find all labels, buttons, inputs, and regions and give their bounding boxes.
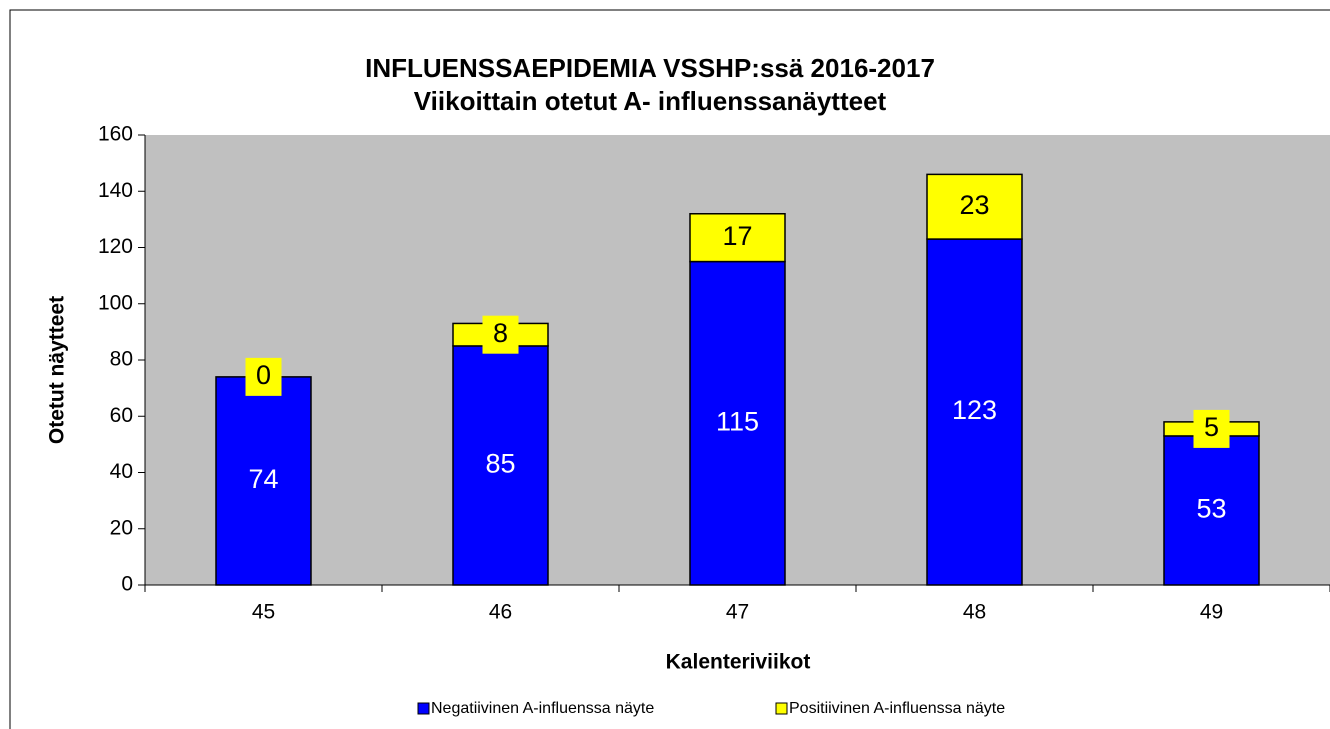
data-label: 123: [952, 395, 997, 425]
x-tick-label: 45: [252, 601, 275, 624]
bar-segment: [452, 345, 549, 586]
chart-subtitle: Viikoittain otetut A- influenssanäytteet: [414, 86, 887, 116]
data-label: 23: [959, 190, 989, 220]
data-label: 74: [248, 464, 278, 494]
y-tick-label: 160: [98, 123, 133, 146]
data-label: 85: [485, 449, 515, 479]
bar-segment: [926, 173, 1023, 240]
data-label-box: [482, 315, 519, 354]
y-tick-label: 120: [98, 235, 133, 258]
bar-segment: [689, 260, 786, 586]
data-label: 115: [716, 406, 759, 436]
data-label-box: [719, 218, 756, 257]
y-axis-label: Otetut näytteet: [46, 296, 69, 444]
data-label: 8: [493, 318, 508, 348]
legend-swatch: [417, 702, 430, 715]
data-label-box: [956, 187, 993, 226]
y-tick-label: 100: [98, 291, 133, 314]
x-tick-label: 48: [963, 601, 986, 624]
data-label: 0: [256, 360, 271, 390]
data-label: 5: [1204, 412, 1219, 442]
data-label: 53: [1196, 494, 1226, 524]
bar-segment: [1163, 435, 1260, 586]
legend-label: Positiivinen A-influenssa näyte: [789, 700, 1005, 717]
x-tick-label: 46: [489, 601, 512, 624]
bar-segment: [926, 238, 1023, 586]
x-tick-label: 47: [726, 601, 749, 624]
bar-segment: [215, 376, 312, 586]
data-label-box: [245, 357, 282, 396]
y-tick-label: 0: [121, 573, 133, 596]
y-tick-label: 60: [110, 404, 133, 427]
data-label: 17: [722, 221, 752, 251]
legend-swatch: [775, 702, 788, 715]
y-tick-label: 20: [110, 516, 133, 539]
y-tick-label: 80: [110, 348, 133, 371]
y-tick-label: 40: [110, 460, 133, 483]
x-tick-label: 49: [1200, 601, 1223, 624]
data-label-box: [1193, 409, 1230, 448]
legend-label: Negatiivinen A-influenssa näyte: [431, 700, 654, 717]
chart-title: INFLUENSSAEPIDEMIA VSSHP:ssä 2016-2017: [365, 53, 935, 83]
x-axis-label: Kalenteriviikot: [666, 651, 811, 674]
y-tick-label: 140: [98, 179, 133, 202]
